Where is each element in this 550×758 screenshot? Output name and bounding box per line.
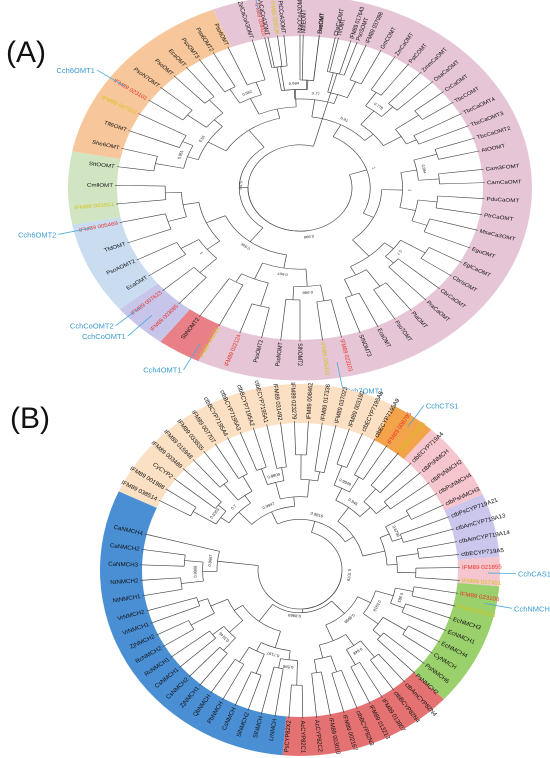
bootstrap-label: 0.984	[289, 82, 301, 86]
leaf-label: AcCYP82C1	[299, 721, 306, 754]
leaf-label: CaNMCH3	[108, 562, 139, 569]
bootstrap-label: 0.998	[302, 290, 313, 294]
bootstrap-label: 0.575	[239, 181, 244, 190]
callout-label: CchCoOMT2	[70, 322, 114, 331]
callout-label: Cch6OMT2	[18, 230, 56, 239]
callout-label: CchCAS1	[518, 570, 550, 579]
callout-label: CchCTS1	[426, 401, 459, 410]
leaf-label: NtaCCoA3OMT5	[298, 0, 305, 33]
panel-a: 0.9840.7750.9940.70.99810.9510.562 0.7710…	[68, 0, 532, 381]
tree-area	[142, 423, 458, 717]
callout-label: Cch4OMT1	[143, 366, 181, 375]
tree-area	[117, 36, 483, 340]
callout-label: Cch6OMT1	[57, 66, 95, 75]
bootstrap-label: 1	[407, 189, 411, 191]
bootstrap-label: 0.9908	[192, 565, 197, 578]
leaf-label: CamCaOMT	[487, 180, 523, 186]
callout-label: CchNMCH1	[514, 604, 550, 613]
panel-b: 0.93590.88090.99490.67960.9830.6480.5960…	[100, 380, 511, 756]
callout-label: CchCoOMT1	[82, 332, 126, 341]
leaf-label: IFM89 021855	[462, 565, 503, 571]
leaf-label: CmllOMT	[87, 183, 114, 189]
leaf-label: SINOMT2	[296, 343, 303, 366]
